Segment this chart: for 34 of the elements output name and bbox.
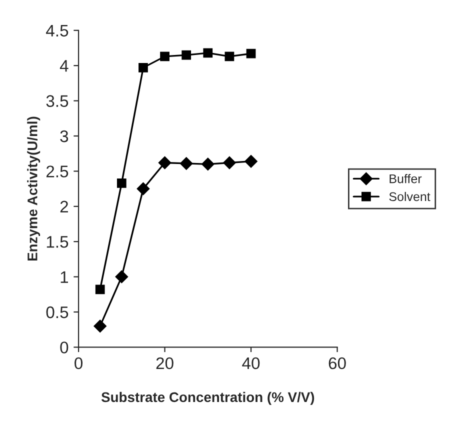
point bbox=[158, 156, 172, 170]
point bbox=[223, 156, 236, 170]
y-tick-label: 1.5 bbox=[46, 236, 68, 248]
y-tick-label: 0.5 bbox=[46, 306, 68, 318]
y-tick-label: 3 bbox=[60, 130, 68, 142]
y-tick-label: 2.5 bbox=[46, 166, 68, 178]
y-tick-label: 3.5 bbox=[46, 95, 68, 107]
x-tick-label: 40 bbox=[242, 357, 260, 370]
point bbox=[182, 50, 192, 60]
y-axis-title: Enzyme Activity(U/ml) bbox=[27, 116, 40, 261]
point bbox=[116, 178, 126, 188]
y-tick-label: 0 bbox=[60, 342, 68, 354]
point bbox=[244, 154, 258, 168]
point bbox=[160, 52, 170, 62]
point bbox=[203, 48, 213, 58]
point bbox=[246, 48, 256, 58]
point bbox=[95, 284, 105, 294]
legend-label: Solvent bbox=[389, 192, 430, 202]
y-tick-label: 1 bbox=[60, 271, 68, 283]
point bbox=[224, 52, 234, 62]
y-tick-label: 4.5 bbox=[46, 24, 68, 37]
x-tick-label: 20 bbox=[156, 357, 174, 370]
point bbox=[94, 320, 107, 332]
point bbox=[136, 182, 150, 196]
x-tick-label: 0 bbox=[74, 357, 83, 370]
y-tick-label: 4 bbox=[60, 60, 68, 72]
point bbox=[115, 270, 128, 284]
point bbox=[138, 63, 148, 72]
x-axis-title: Substrate Concentration (% V/V) bbox=[101, 392, 314, 405]
point bbox=[201, 158, 214, 171]
point bbox=[180, 157, 193, 170]
x-tick-label: 60 bbox=[328, 357, 346, 370]
legend-label: Buffer bbox=[390, 174, 422, 184]
y-tick-label: 2 bbox=[60, 200, 68, 212]
